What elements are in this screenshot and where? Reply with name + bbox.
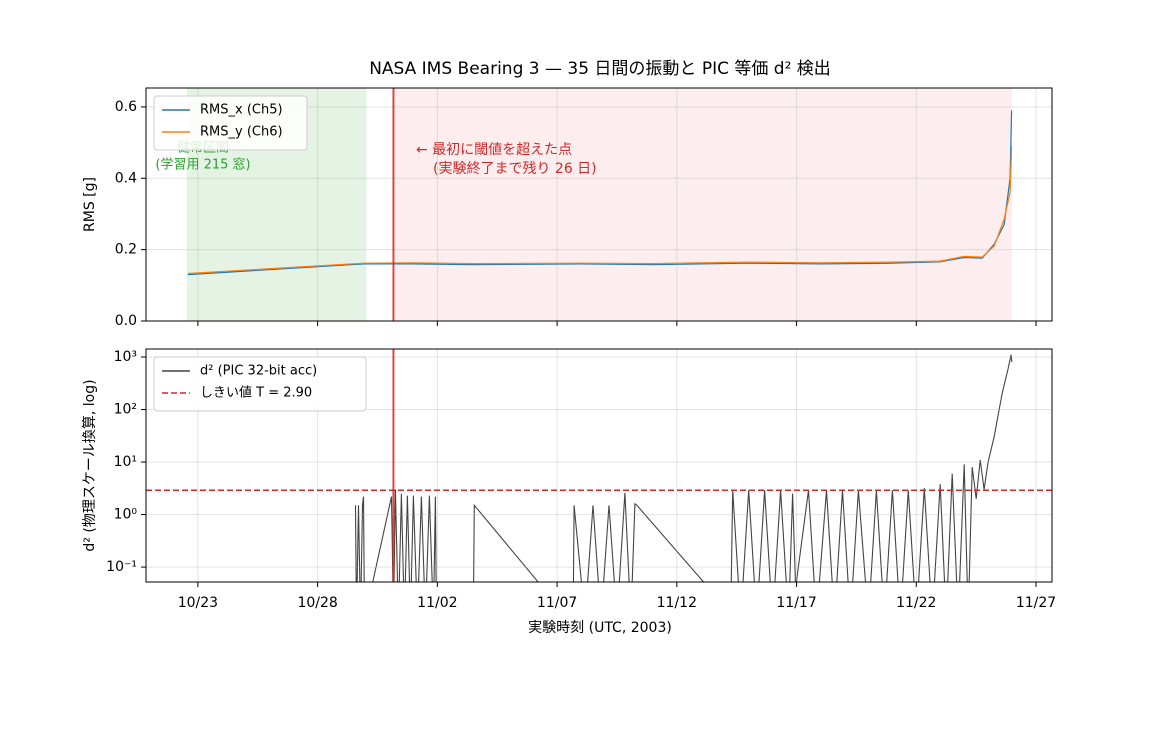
x-tick-label: 11/22: [896, 595, 936, 611]
y-tick-label: 10⁻¹: [106, 559, 137, 575]
span-label: (学習用 215 窓): [155, 157, 250, 173]
legend-box: [153, 95, 308, 151]
y-axis-label: d² (物理スケール換算, log): [82, 379, 98, 551]
plot-area: [186, 88, 1013, 321]
y-tick-label: 0.4: [115, 170, 137, 186]
y-tick-label: 0.6: [115, 99, 137, 115]
plot-area: [354, 354, 1013, 582]
x-tick-label: 11/27: [1016, 595, 1056, 611]
legend-label: しきい値 T = 2.90: [200, 385, 312, 401]
x-tick-label: 11/07: [537, 595, 577, 611]
y-tick-label: 10¹: [114, 454, 137, 470]
x-tick-label: 11/12: [657, 595, 697, 611]
data-line: [354, 354, 1013, 582]
y-tick-label: 10⁰: [114, 507, 138, 523]
x-tick-label: 11/17: [776, 595, 816, 611]
legend-label: RMS_x (Ch5): [200, 103, 283, 118]
y-tick-label: 10²: [114, 402, 137, 418]
y-tick-label: 0.2: [115, 242, 137, 258]
legend-label: d² (PIC 32-bit acc): [200, 364, 317, 379]
y-tick-label: 10³: [114, 349, 137, 365]
y-tick-label: 0.0: [115, 313, 137, 329]
x-axis-label: 実験時刻 (UTC, 2003): [528, 620, 672, 636]
shaded-span: [393, 88, 1012, 321]
y-axis-label: RMS [g]: [82, 177, 98, 232]
annotation: ← 最初に閾値を超えた点: [416, 141, 572, 158]
data-line: [187, 146, 1013, 275]
x-tick-label: 10/23: [178, 595, 218, 611]
legend-label: RMS_y (Ch6): [200, 125, 283, 140]
x-tick-label: 11/02: [417, 595, 457, 611]
axes-frame: [145, 348, 1053, 583]
data-line: [187, 110, 1013, 276]
axes-frame: [145, 87, 1053, 322]
x-tick-label: 10/28: [297, 595, 337, 611]
figure-title: NASA IMS Bearing 3 — 35 日間の振動と PIC 等価 d²…: [369, 59, 831, 79]
annotation: (実験終了まで残り 26 日): [433, 161, 597, 177]
legend-box: [153, 356, 367, 412]
